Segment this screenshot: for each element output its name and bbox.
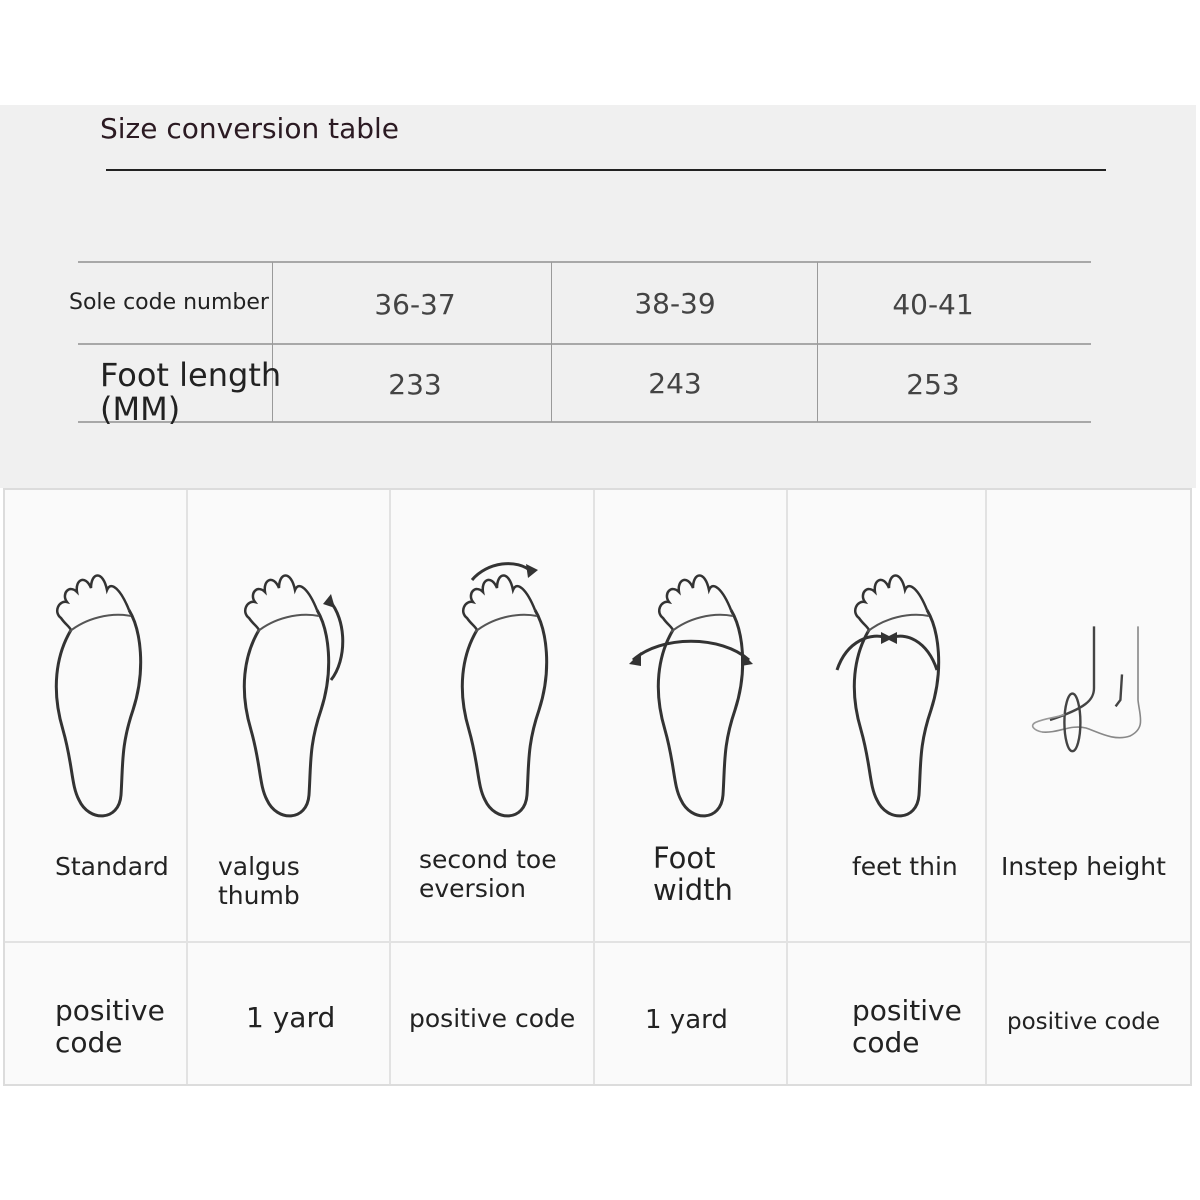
recommendation-line: positive code [1007,1009,1160,1035]
grid-divider [389,490,391,1084]
recommendation-line: code [852,1026,920,1059]
second-toe-eversion-foot-icon [460,562,549,818]
label-line: feet thin [852,852,958,881]
foot-width-icon [628,574,753,818]
foot-type-instep-height: Instep height positive code [987,490,1192,1084]
foot-length-cell: 253 [906,368,960,401]
title-divider [106,169,1106,171]
sole-code-cell: 40-41 [892,288,974,321]
sole-code-cell: 36-37 [374,288,456,321]
table-rule [78,261,1091,263]
foot-type-foot-width: Foot width 1 yard [595,490,786,1084]
recommendation: positive code [788,995,985,1059]
label-line: Foot [653,841,716,875]
size-table-panel [0,105,1196,488]
grid-divider [5,941,1190,943]
label-line: width [653,873,733,907]
table-column-divider [817,262,818,422]
row-label-line: (MM) [100,390,181,428]
label-line: eversion [419,874,526,903]
recommendation: positive code [987,1006,1192,1038]
label-line: valgus thumb [218,852,300,910]
recommendation-line: 1 yard [246,1001,336,1034]
recommendation-line: positive [55,994,165,1027]
row-label-foot-length: Foot length (MM) [100,358,281,426]
instep-height-icon [1031,626,1141,753]
foot-type-label: valgus thumb [188,852,389,910]
recommendation-line: code [55,1026,123,1059]
recommendation: 1 yard [595,1004,786,1036]
grid-divider [985,490,987,1084]
grid-divider [786,490,788,1084]
recommendation: 1 yard [188,1002,389,1034]
foot-length-cell: 243 [648,367,702,400]
foot-type-feet-thin: feet thin positive code [788,490,985,1084]
foot-type-valgus-thumb: valgus thumb 1 yard [188,490,389,1084]
label-line: second toe [419,845,557,874]
foot-type-label: Instep height [987,852,1192,881]
label-line: Instep height [1001,852,1166,881]
foot-type-grid: Standard positive code valgus thumb 1 yar… [3,488,1192,1086]
foot-length-cell: 233 [388,368,442,401]
foot-type-standard: Standard positive code [5,490,186,1084]
foot-type-label: Standard [5,852,186,881]
label-line: Standard [55,852,169,881]
grid-divider [593,490,595,1084]
table-rule [78,343,1091,345]
feet-thin-icon [835,574,940,818]
recommendation: positive code [5,995,186,1059]
grid-divider [186,490,188,1084]
foot-type-label: Foot width [595,842,786,906]
recommendation: positive code [391,1003,593,1035]
recommendation-line: 1 yard [645,1005,728,1035]
standard-foot-icon [54,574,142,818]
row-label-line: Foot length [100,356,282,394]
foot-type-label: feet thin [788,852,985,881]
foot-type-label: second toe eversion [391,845,593,903]
recommendation-line: positive code [409,1004,576,1033]
row-label-sole-code: Sole code number [69,290,269,315]
sole-code-cell: 38-39 [634,287,716,320]
table-column-divider [272,262,273,422]
valgus-thumb-foot-icon [242,574,344,818]
table-rule [78,421,1091,423]
table-column-divider [551,262,552,422]
page-title: Size conversion table [100,112,400,145]
recommendation-line: positive [852,994,962,1027]
foot-type-second-toe-eversion: second toe eversion positive code [391,490,593,1084]
